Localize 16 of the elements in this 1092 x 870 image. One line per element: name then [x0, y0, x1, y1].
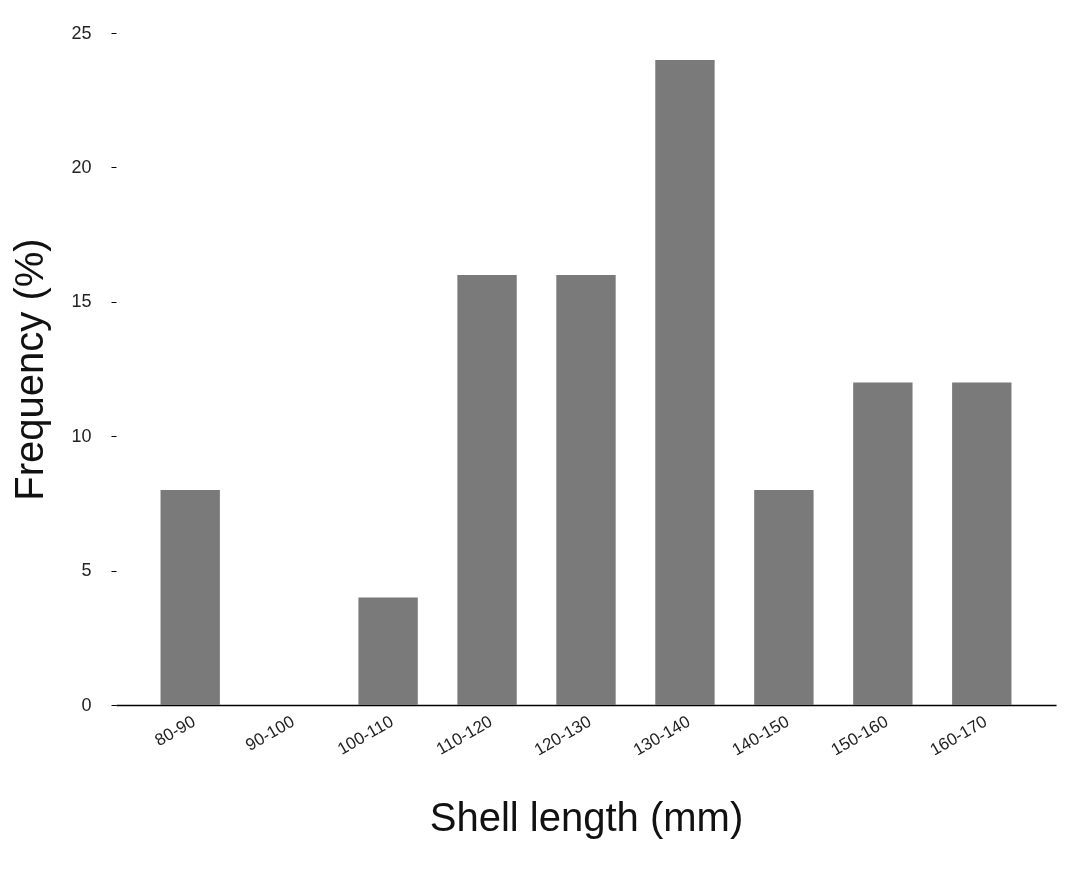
bar — [457, 274, 517, 705]
bar — [853, 382, 913, 705]
bar — [655, 59, 715, 705]
y-tick-label: 5 — [81, 560, 92, 581]
bar — [556, 274, 616, 705]
bar — [358, 597, 418, 705]
x-axis-title: Shell length (mm) — [429, 794, 744, 839]
bar — [160, 489, 220, 705]
y-tick-label: 10 — [71, 425, 92, 446]
y-tick-label: 15 — [71, 291, 92, 312]
y-axis-title: Frequency (%) — [7, 238, 52, 501]
y-tick-label: 20 — [71, 156, 92, 177]
bar — [952, 382, 1012, 705]
y-tick-label: 25 — [71, 22, 92, 43]
y-tick-label: 0 — [81, 694, 92, 715]
bar — [754, 489, 814, 705]
